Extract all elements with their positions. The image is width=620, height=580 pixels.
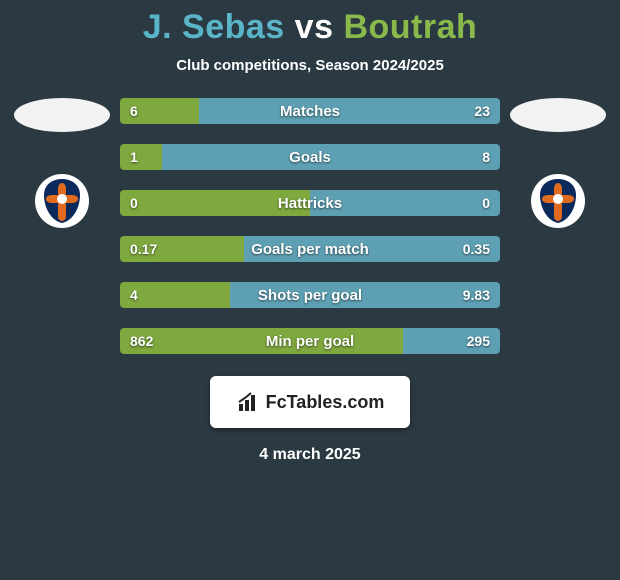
stats-bars: Matches6 23 Goals1 8 Hattricks0 0 Goals per ma… [116,98,504,354]
content-area: Matches6 23 Goals1 8 Hattricks0 0 Goals per ma… [0,98,620,354]
stat-label: Min per goal [120,328,500,354]
brand-text: FcTables.com [266,392,385,413]
stat-value-left: 6 [130,98,138,124]
stat-row: Matches6 23 [120,98,500,124]
stat-row: Shots per goal4 9.83 [120,282,500,308]
stat-value-right: 23 [474,98,490,124]
stat-value-right: 9.83 [463,282,490,308]
stat-value-left: 4 [130,282,138,308]
title-vs: vs [285,8,344,46]
stat-value-right: 8 [482,144,490,170]
brand-chart-icon [236,390,260,414]
right-column [504,98,612,228]
left-column [8,98,116,228]
brand-box: FcTables.com [210,376,410,428]
stat-label: Matches [120,98,500,124]
stat-row: Goals per match0.17 0.35 [120,236,500,262]
stat-label: Shots per goal [120,282,500,308]
stat-value-left: 0.17 [130,236,157,262]
title-player2: Boutrah [343,8,477,46]
club-badge-icon [534,177,582,225]
stat-row: Min per goal862 295 [120,328,500,354]
stat-row: Hattricks0 0 [120,190,500,216]
stat-label: Goals per match [120,236,500,262]
stat-label: Hattricks [120,190,500,216]
title-player1: J. Sebas [143,8,285,46]
stat-value-right: 0.35 [463,236,490,262]
player2-placeholder-oval [510,98,606,132]
stat-value-left: 862 [130,328,153,354]
stat-row: Goals1 8 [120,144,500,170]
stat-value-right: 0 [482,190,490,216]
player1-club-badge [35,174,89,228]
subtitle: Club competitions, Season 2024/2025 [0,57,620,74]
stat-value-right: 295 [467,328,490,354]
stat-label: Goals [120,144,500,170]
player1-placeholder-oval [14,98,110,132]
stat-value-left: 1 [130,144,138,170]
club-badge-icon [38,177,86,225]
date-text: 4 march 2025 [0,446,620,464]
stat-value-left: 0 [130,190,138,216]
page-title: J. Sebas vs Boutrah [0,0,620,47]
player2-club-badge [531,174,585,228]
